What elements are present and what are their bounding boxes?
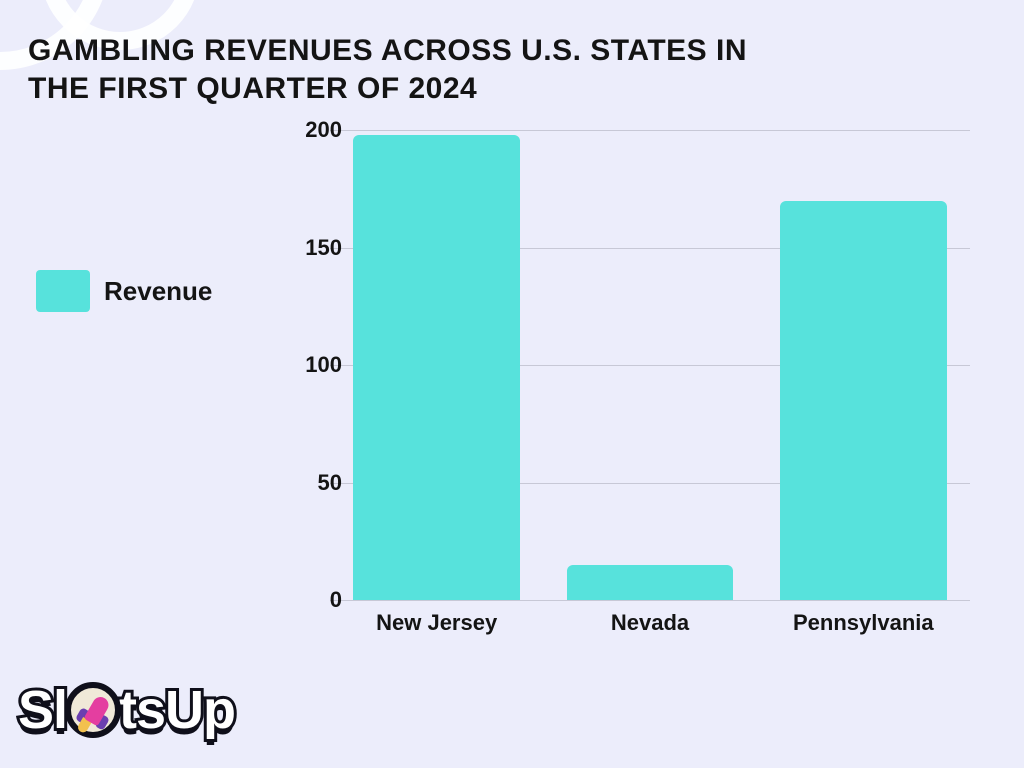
chart-title: GAMBLING REVENUES ACROSS U.S. STATES IN … [28, 32, 788, 107]
x-tick-label: New Jersey [337, 610, 537, 636]
legend-swatch [36, 270, 90, 312]
gridline [330, 130, 970, 131]
bar [567, 565, 733, 600]
plot-area [330, 130, 970, 600]
y-tick-label: 200 [282, 117, 342, 143]
bar-chart: 050100150200New JerseyNevadaPennsylvania [260, 130, 990, 650]
logo-rocket-icon [65, 682, 121, 738]
logo: Sl tsUp [18, 670, 235, 750]
page-root: GAMBLING REVENUES ACROSS U.S. STATES IN … [0, 0, 1024, 768]
y-tick-label: 0 [282, 587, 342, 613]
x-tick-label: Nevada [550, 610, 750, 636]
bar [780, 201, 946, 601]
legend-label: Revenue [104, 276, 212, 307]
logo-text-right: tsUp [119, 679, 235, 741]
y-tick-label: 150 [282, 235, 342, 261]
gridline [330, 600, 970, 601]
bar [353, 135, 519, 600]
y-tick-label: 50 [282, 470, 342, 496]
x-tick-label: Pennsylvania [763, 610, 963, 636]
y-tick-label: 100 [282, 352, 342, 378]
logo-text-left: Sl [18, 679, 67, 741]
legend: Revenue [36, 270, 212, 312]
